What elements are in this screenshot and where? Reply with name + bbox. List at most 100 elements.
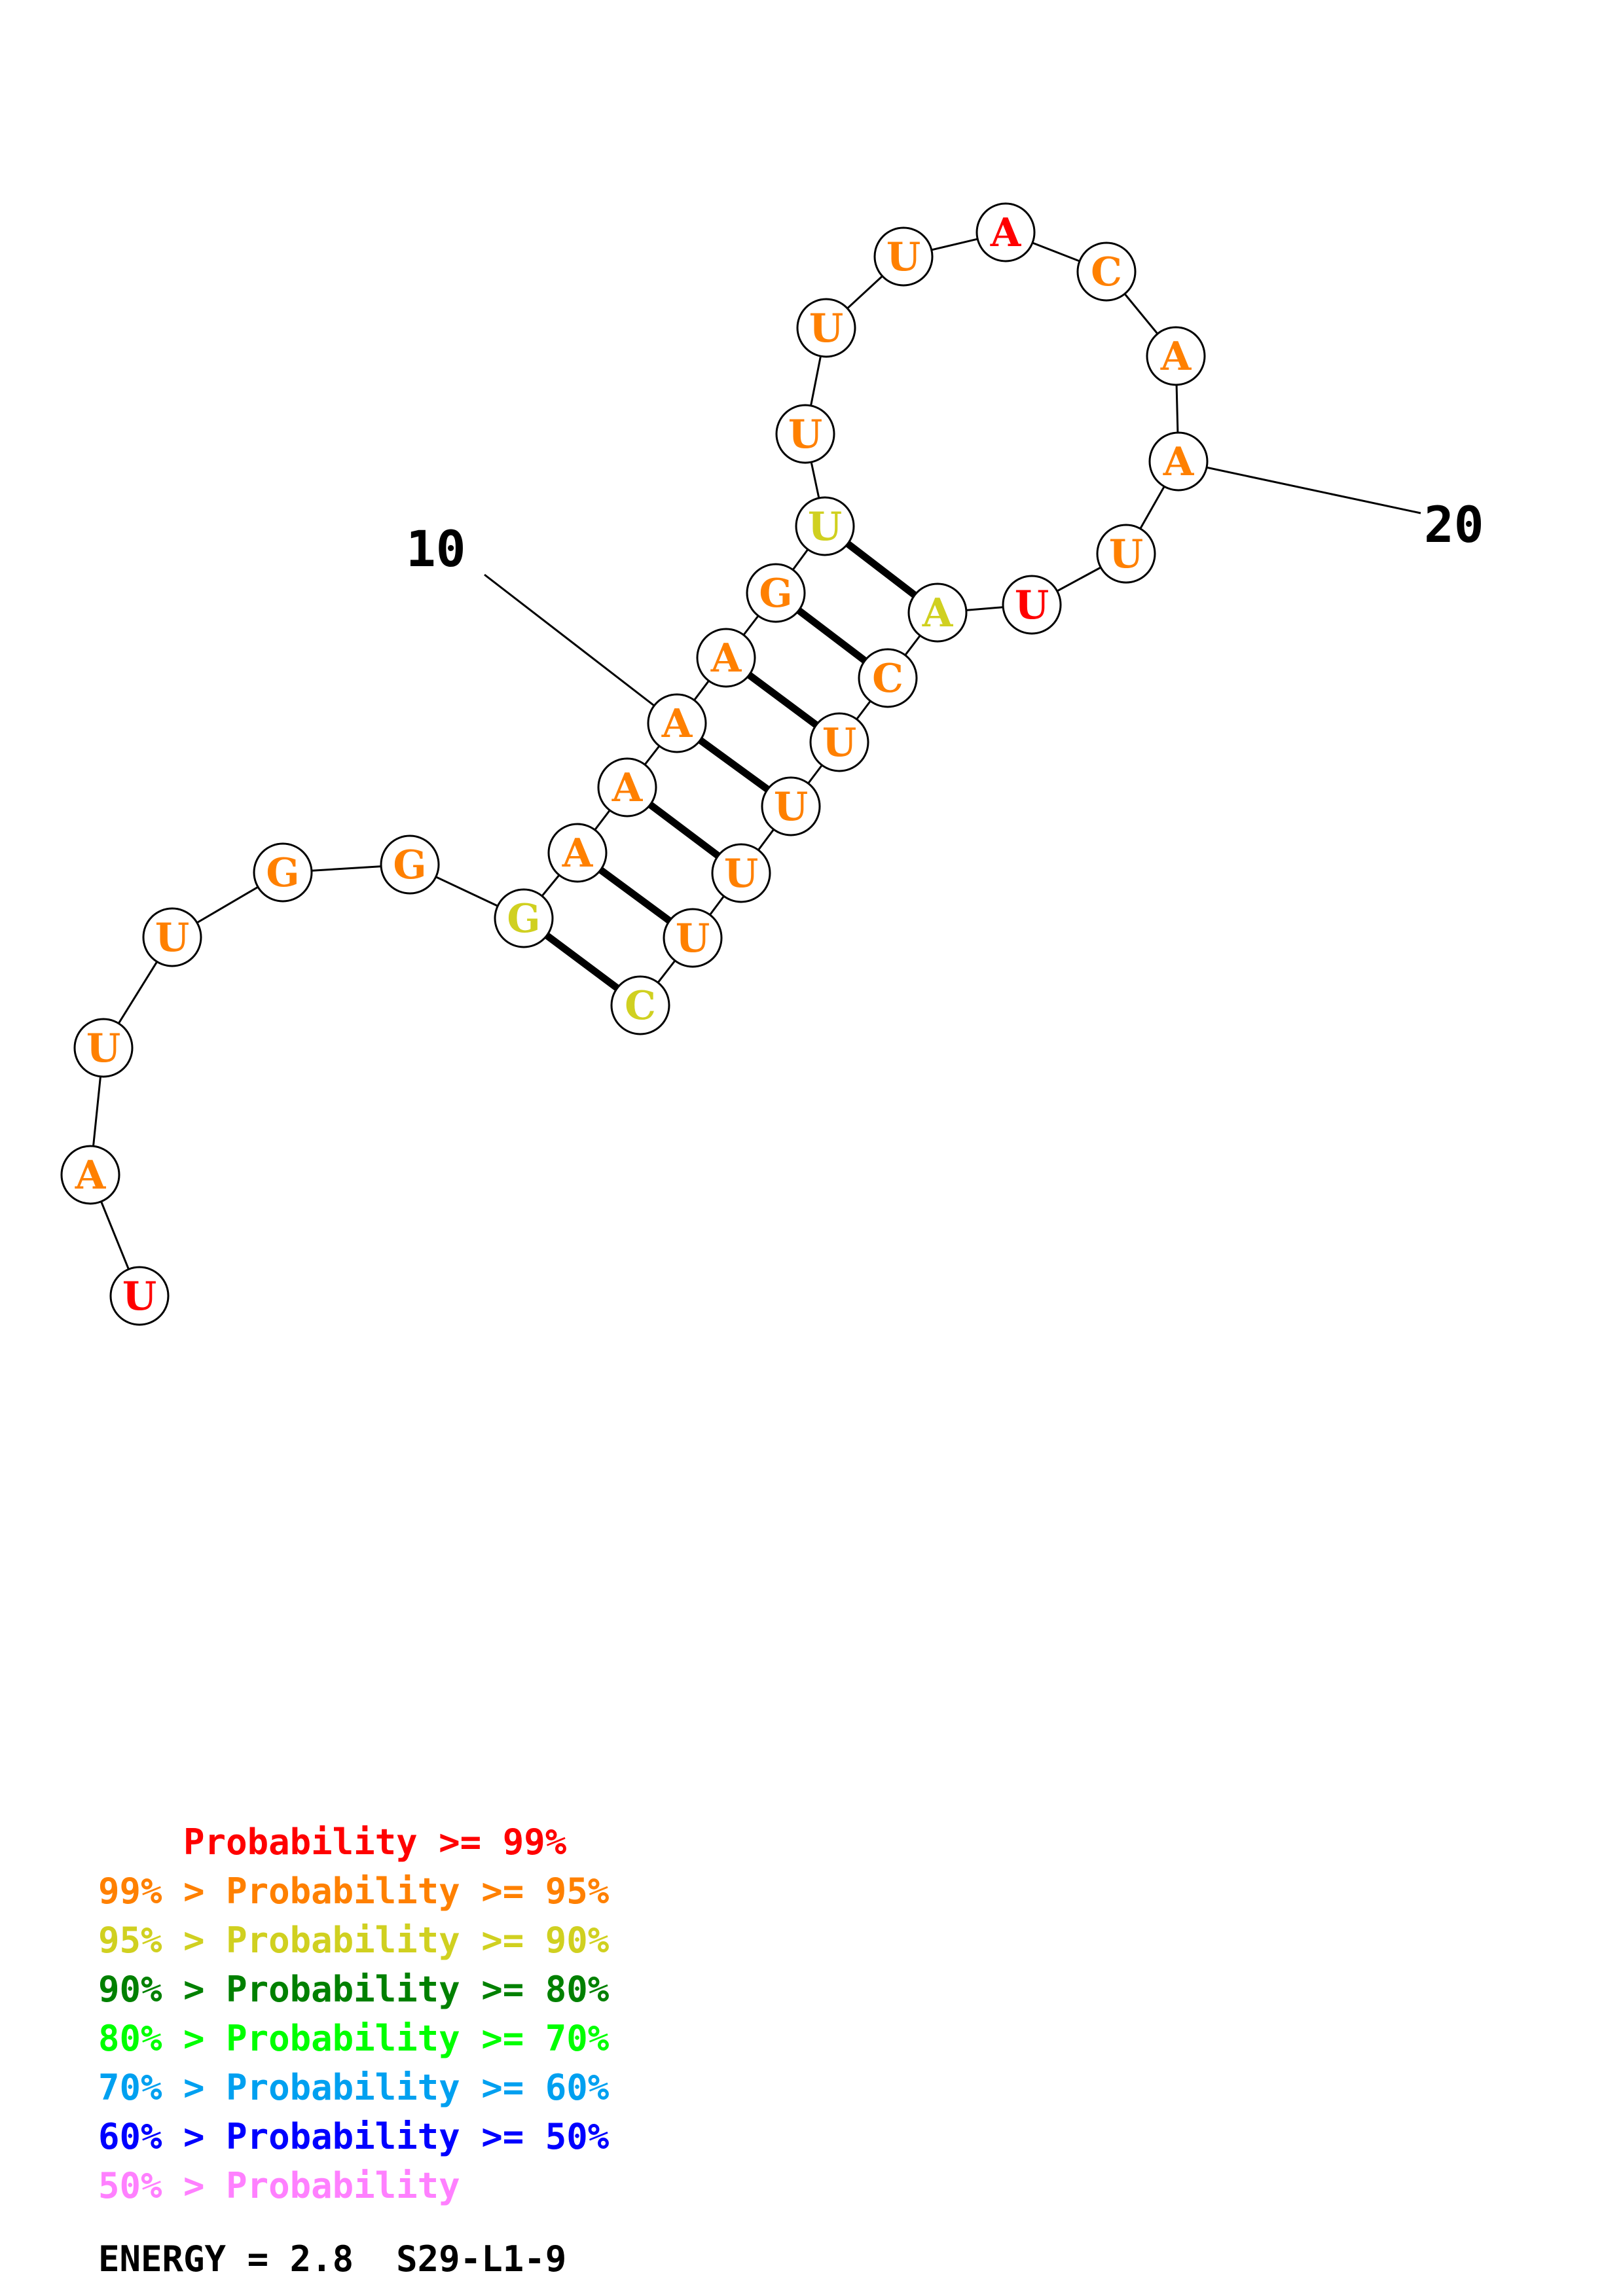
legend-entry-p60: 70% > Probability >= 60% [98, 2067, 610, 2108]
nucleotide-14: U [775, 404, 835, 464]
nucleotide-base: G [266, 850, 299, 896]
nucleotide-18: C [1076, 242, 1137, 302]
legend-entry-p99: Probability >= 99% [98, 1821, 567, 1863]
position-label-leaders [484, 460, 1421, 725]
position-label-20: 20 [1424, 495, 1484, 554]
nucleotide-circle [809, 712, 869, 772]
legend-entry-p80: 90% > Probability >= 80% [98, 1969, 610, 2010]
nucleotide-circle [796, 298, 856, 358]
nucleotide-base: A [1160, 334, 1192, 380]
nucleotide-base: U [86, 1026, 120, 1071]
legend-entry-p70: 80% > Probability >= 70% [98, 2018, 610, 2059]
nucleotide-19: A [1146, 326, 1206, 386]
nucleotide-circle [696, 628, 756, 688]
nucleotide-base: U [886, 234, 921, 280]
position-label-leader [1178, 460, 1421, 514]
nucleotide-circle [1096, 524, 1156, 584]
nucleotide-3: U [73, 1018, 134, 1078]
nucleotide-base: U [809, 306, 843, 351]
nucleotide-base: U [155, 915, 189, 961]
nucleotide-circle [775, 404, 835, 464]
nucleotide-8: A [547, 823, 608, 883]
nucleotide-circle [1146, 326, 1206, 386]
nucleotide-circle [663, 908, 723, 968]
nucleotide-base: A [562, 831, 594, 876]
nucleotide-15: U [796, 298, 856, 358]
nucleotide-base: A [710, 636, 742, 681]
nucleotide-base: A [75, 1153, 107, 1198]
nucleotide-circle [711, 843, 771, 903]
nucleotide-circle [976, 202, 1036, 262]
nucleotide-base: C [872, 656, 903, 702]
nucleotide-circle [142, 907, 202, 967]
nucleotide-base: U [1109, 531, 1143, 577]
nucleotide-13: U [795, 496, 855, 556]
nucleotide-25: U [809, 712, 869, 772]
legend-entry-p90: 95% > Probability >= 90% [98, 1920, 610, 1961]
nucleotide-circle [73, 1018, 134, 1078]
nucleotide-26: U [761, 776, 821, 836]
position-label-10: 10 [406, 520, 466, 578]
nucleotide-base: A [1163, 439, 1195, 485]
nucleotide-base: U [788, 412, 822, 457]
legend-entry-plow: 50% > Probability [98, 2165, 460, 2206]
nucleotide-circle [907, 583, 968, 643]
nucleotide-20: A [1148, 431, 1209, 492]
nucleotide-circle [761, 776, 821, 836]
nucleotide-circle [873, 226, 934, 287]
nucleotide-27: U [711, 843, 771, 903]
nucleotide-base: C [1091, 249, 1122, 295]
base-pair-lines [521, 523, 940, 1009]
energy-footer: ENERGY = 2.8 S29-L1-9 [98, 2238, 566, 2280]
nucleotide-base: U [676, 916, 710, 961]
nucleotide-circle [547, 823, 608, 883]
nucleotide-11: A [696, 628, 756, 688]
position-labels: 10 20 [406, 495, 1484, 578]
nucleotide-5: G [253, 842, 313, 903]
nucleotide-23: A [907, 583, 968, 643]
nucleotide-circle [109, 1266, 170, 1326]
nucleotide-base: U [122, 1274, 156, 1319]
nucleotide-circle [1148, 431, 1209, 492]
nucleotide-7: G [494, 888, 554, 948]
nucleotide-29: C [610, 975, 670, 1035]
nucleotide-12: G [746, 563, 806, 623]
nucleotide-6: G [380, 834, 440, 895]
nucleotide-21: U [1096, 524, 1156, 584]
position-label-leader [484, 573, 678, 725]
nucleotide-2: A [60, 1145, 120, 1205]
nucleotide-circle [746, 563, 806, 623]
nucleotide-base: U [808, 504, 842, 550]
nucleotide-circle [60, 1145, 120, 1205]
nucleotide-circle [610, 975, 670, 1035]
nucleotide-circle [1002, 575, 1062, 635]
nucleotide-17: A [976, 202, 1036, 262]
nucleotide-base: A [922, 590, 954, 636]
nucleotide-circle [858, 648, 918, 708]
nucleotide-circle [795, 496, 855, 556]
nucleotide-22: U [1002, 575, 1062, 635]
nucleotide-10: A [647, 693, 707, 753]
nucleotide-28: U [663, 908, 723, 968]
nucleotide-base: G [759, 571, 792, 617]
nucleotide-base: G [393, 842, 426, 888]
probability-legend: Probability >= 99% 99% > Probability >= 9… [98, 1821, 610, 2206]
nucleotide-base: A [661, 701, 693, 747]
nucleotide-base: U [724, 851, 758, 897]
legend-entry-p95: 99% > Probability >= 95% [98, 1871, 610, 1912]
nucleotide-base: U [822, 720, 856, 766]
nucleotide-4: U [142, 907, 202, 967]
nucleotide-circle [647, 693, 707, 753]
nucleotide-base: C [625, 983, 656, 1029]
legend-entry-p50: 60% > Probability >= 50% [98, 2116, 610, 2157]
nucleotide-base: U [1015, 583, 1049, 628]
nucleotide-base: A [611, 765, 644, 811]
nucleotide-circle [597, 757, 657, 817]
nucleotide-9: A [597, 757, 657, 817]
nucleotide-24: C [858, 648, 918, 708]
nucleotide-circle [494, 888, 554, 948]
nucleotide-circle [253, 842, 313, 903]
nucleotide-16: U [873, 226, 934, 287]
